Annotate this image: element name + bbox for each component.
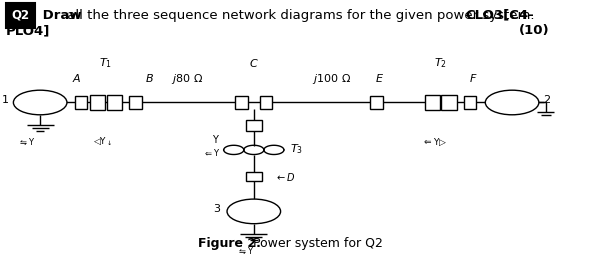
Bar xyxy=(246,121,262,131)
Text: 3: 3 xyxy=(214,204,220,214)
Text: $E$: $E$ xyxy=(375,72,384,84)
Text: $C$: $C$ xyxy=(249,57,259,69)
Text: $F$: $F$ xyxy=(468,72,477,84)
Circle shape xyxy=(227,199,281,224)
Circle shape xyxy=(13,90,67,115)
Text: $\Leftarrow$Y$\triangleright$: $\Leftarrow$Y$\triangleright$ xyxy=(422,137,448,148)
Text: $\Leftarrow$Y: $\Leftarrow$Y xyxy=(203,147,221,158)
Bar xyxy=(260,96,272,109)
Bar xyxy=(441,95,457,109)
Bar xyxy=(90,95,106,109)
Text: $T_3$: $T_3$ xyxy=(290,142,303,155)
Text: all the three sequence network diagrams for the given power system.: all the three sequence network diagrams … xyxy=(63,9,534,22)
Text: $\leftrightharpoons$Y: $\leftrightharpoons$Y xyxy=(237,245,254,256)
Text: 1: 1 xyxy=(2,95,9,105)
Text: Y: Y xyxy=(212,135,218,145)
Bar xyxy=(235,96,248,109)
Bar xyxy=(75,96,87,109)
Text: $T_2$: $T_2$ xyxy=(434,56,447,70)
Text: $j$80 Ω: $j$80 Ω xyxy=(171,72,203,86)
Bar xyxy=(5,3,35,28)
Text: PLO4]: PLO4] xyxy=(5,24,50,37)
Text: $B$: $B$ xyxy=(145,72,154,84)
Circle shape xyxy=(486,90,539,115)
Bar xyxy=(129,96,142,109)
Text: (10): (10) xyxy=(519,24,550,37)
Text: Figure 2.: Figure 2. xyxy=(198,237,261,250)
Text: Power system for Q2: Power system for Q2 xyxy=(249,237,383,250)
Text: Q2: Q2 xyxy=(11,9,29,22)
Text: 2: 2 xyxy=(544,95,550,105)
Text: $\triangleleft$Y$_{\downarrow}$: $\triangleleft$Y$_{\downarrow}$ xyxy=(93,136,113,148)
Text: $\leftrightharpoons$Y: $\leftrightharpoons$Y xyxy=(18,136,35,147)
Text: $j$100 Ω: $j$100 Ω xyxy=(312,72,351,86)
Text: $\leftarrow D$: $\leftarrow D$ xyxy=(275,171,296,183)
Text: Draw: Draw xyxy=(38,9,82,22)
Bar xyxy=(425,95,440,109)
Bar xyxy=(464,96,476,109)
Bar xyxy=(370,96,382,109)
Text: CLO3[C4-: CLO3[C4- xyxy=(466,9,534,22)
Bar xyxy=(107,95,122,109)
Text: $T_1$: $T_1$ xyxy=(99,56,112,70)
Text: $A$: $A$ xyxy=(72,72,82,84)
Bar xyxy=(246,172,262,181)
